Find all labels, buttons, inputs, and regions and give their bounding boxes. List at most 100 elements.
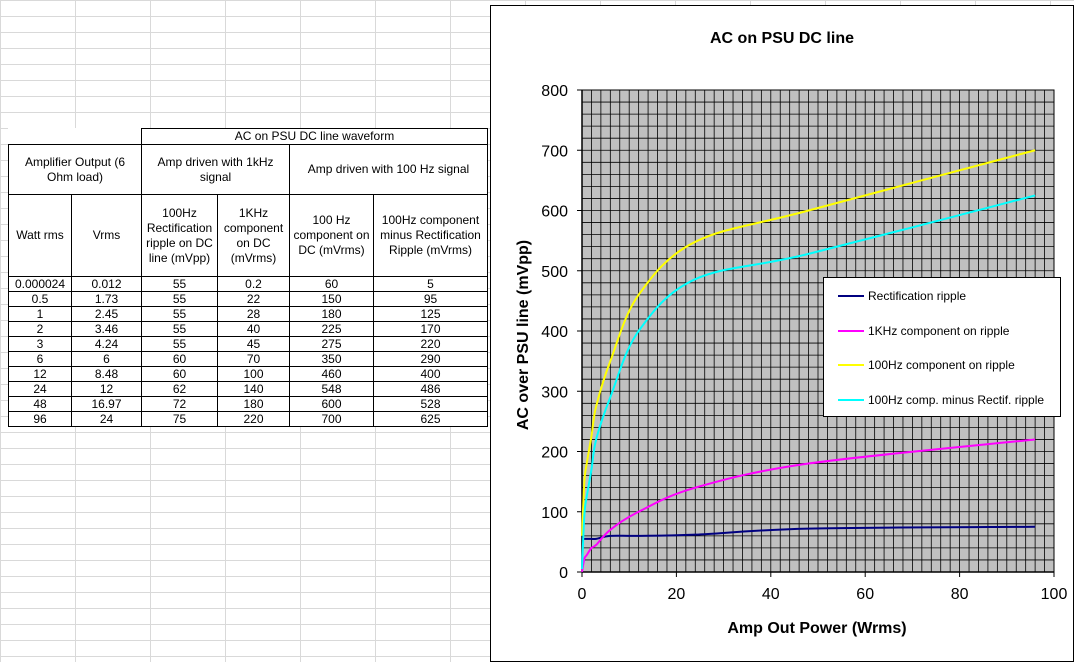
chart-legend: Rectification ripple 1KHz component on ri… xyxy=(823,277,1061,417)
table-cell: 400 xyxy=(373,366,488,382)
table-cell: 220 xyxy=(373,336,488,352)
header-amp-output: Amplifier Output (6 Ohm load) xyxy=(8,144,142,195)
legend-label: 100Hz comp. minus Rectif. ripple xyxy=(868,392,1045,407)
table-cell: 72 xyxy=(141,396,218,412)
table-cell: 12 xyxy=(8,366,72,382)
table-cell: 45 xyxy=(217,336,290,352)
table-cell: 528 xyxy=(373,396,488,412)
table-cell: 12 xyxy=(71,381,142,397)
legend-swatch xyxy=(838,329,864,332)
table-row: 3 4.24 55 45 275 220 xyxy=(8,336,488,352)
legend-label: Rectification ripple xyxy=(868,289,967,303)
header-1khz-component: 1KHz component on DC (mVrms) xyxy=(217,194,290,277)
table-cell: 0.000024 xyxy=(8,276,72,292)
legend-swatch xyxy=(838,398,864,401)
table-cell: 3 xyxy=(8,336,72,352)
table-cell: 2 xyxy=(8,321,72,337)
table-cell: 150 xyxy=(289,291,374,307)
table-cell: 60 xyxy=(141,366,218,382)
table-cell: 290 xyxy=(373,351,488,367)
y-tick-label: 800 xyxy=(541,83,568,100)
y-tick-label: 700 xyxy=(541,143,568,160)
table-cell: 8.48 xyxy=(71,366,142,382)
table-cell: 0.2 xyxy=(217,276,290,292)
header-100hz-group: Amp driven with 100 Hz signal xyxy=(289,144,488,195)
table-row: 2 3.46 55 40 225 170 xyxy=(8,321,488,337)
table-cell: 700 xyxy=(289,411,374,427)
series-line xyxy=(581,149,1036,536)
legend-swatch xyxy=(838,364,864,366)
y-tick-label: 400 xyxy=(541,324,568,341)
table-cell: 625 xyxy=(373,411,488,427)
series-line xyxy=(582,525,1036,541)
table-cell: 1.73 xyxy=(71,291,142,307)
series-line xyxy=(581,194,1036,570)
table-row: 24 12 62 140 548 486 xyxy=(8,381,488,397)
table-cell: 600 xyxy=(289,396,374,412)
table-cell: 0.012 xyxy=(71,276,142,292)
table-cell: 275 xyxy=(289,336,374,352)
table-cell: 3.46 xyxy=(71,321,142,337)
table-row: 1 2.45 55 28 180 125 xyxy=(8,306,488,322)
table-cell: 125 xyxy=(373,306,488,322)
table-row: 96 24 75 220 700 625 xyxy=(8,411,488,427)
table-cell: 180 xyxy=(217,396,290,412)
y-tick-label: 0 xyxy=(559,565,568,582)
x-tick-label: 40 xyxy=(762,586,780,603)
table-cell: 75 xyxy=(141,411,218,427)
table-cell: 95 xyxy=(373,291,488,307)
series-line xyxy=(581,438,1036,573)
table-cell: 24 xyxy=(8,381,72,397)
table-cell: 0.5 xyxy=(8,291,72,307)
table-cell: 140 xyxy=(217,381,290,397)
table-cell: 486 xyxy=(373,381,488,397)
legend-item: 100Hz comp. minus Rectif. ripple xyxy=(838,392,1044,408)
x-tick-label: 20 xyxy=(668,586,686,603)
x-tick-label: 0 xyxy=(578,586,587,603)
table-cell: 2.45 xyxy=(71,306,142,322)
table-cell: 225 xyxy=(289,321,374,337)
table-cell: 220 xyxy=(217,411,290,427)
legend-label: 100Hz component on ripple xyxy=(868,358,1015,372)
header-100hz-component: 100 Hz component on DC (mVrms) xyxy=(289,194,374,277)
table-cell: 460 xyxy=(289,366,374,382)
x-axis-label: Amp Out Power (Wrms) xyxy=(727,620,907,637)
y-tick-label: 300 xyxy=(541,384,568,401)
table-cell: 100 xyxy=(217,366,290,382)
table-cell: 5 xyxy=(373,276,488,292)
data-table: AC on PSU DC line waveform Amplifier Out… xyxy=(8,128,488,427)
y-tick-label: 600 xyxy=(541,204,568,221)
table-cell: 16.97 xyxy=(71,396,142,412)
table-group-header: AC on PSU DC line waveform xyxy=(141,128,488,145)
table-row: 48 16.97 72 180 600 528 xyxy=(8,396,488,412)
y-tick-label: 200 xyxy=(541,445,568,462)
table-cell: 55 xyxy=(141,306,218,322)
table-cell: 6 xyxy=(8,351,72,367)
header-100hz-minus-ripple: 100Hz component minus Rectification Ripp… xyxy=(373,194,488,277)
table-cell: 4.24 xyxy=(71,336,142,352)
header-rect-ripple: 100Hz Rectification ripple on DC line (m… xyxy=(141,194,218,277)
legend-swatch xyxy=(838,295,864,297)
legend-item: Rectification ripple xyxy=(838,288,966,304)
table-cell: 55 xyxy=(141,321,218,337)
table-cell: 180 xyxy=(289,306,374,322)
table-cell: 60 xyxy=(141,351,218,367)
header-watt-rms: Watt rms xyxy=(8,194,72,277)
x-tick-label: 100 xyxy=(1041,586,1068,603)
x-tick-label: 60 xyxy=(856,586,874,603)
table-row: 0.5 1.73 55 22 150 95 xyxy=(8,291,488,307)
legend-item: 1KHz component on ripple xyxy=(838,323,1009,339)
y-tick-label: 100 xyxy=(541,505,568,522)
table-cell: 1 xyxy=(8,306,72,322)
legend-label: 1KHz component on ripple xyxy=(868,323,1010,338)
table-cell: 55 xyxy=(141,336,218,352)
table-cell: 350 xyxy=(289,351,374,367)
table-cell: 6 xyxy=(71,351,142,367)
table-cell: 96 xyxy=(8,411,72,427)
table-cell: 60 xyxy=(289,276,374,292)
table-cell: 55 xyxy=(141,291,218,307)
table-cell: 24 xyxy=(71,411,142,427)
table-cell: 40 xyxy=(217,321,290,337)
table-cell: 55 xyxy=(141,276,218,292)
chart[interactable]: 0 100 200 300 400 500 600 700 800 0 20 40 60 80 100 AC… xyxy=(490,5,1074,662)
